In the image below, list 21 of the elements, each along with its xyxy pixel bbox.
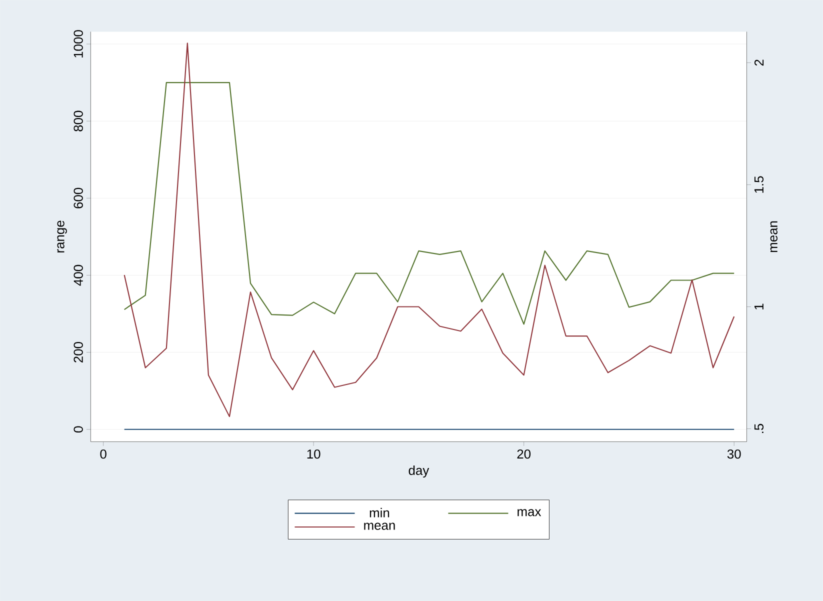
legend-label: min [370, 508, 390, 518]
x-tick-label: 30 [727, 449, 741, 459]
line-series [124, 42, 735, 418]
x-tick-label: 20 [517, 449, 531, 459]
y-tick-label: 400 [74, 264, 83, 286]
y-tick-label: 1000 [74, 30, 83, 58]
y2-tick-label: 2 [754, 60, 764, 66]
y2-tick-label: 1 [754, 304, 764, 310]
x-tick-label: 0 [100, 449, 106, 459]
legend-label: max [518, 509, 542, 516]
y2-tick-label: 1.5 [754, 176, 764, 193]
y-tick-label: 600 [74, 188, 83, 208]
y-tick-label: 0 [74, 426, 83, 432]
legend-label: mean [364, 522, 395, 530]
y-axis-title: range [57, 220, 67, 252]
x-axis-title: day [408, 465, 430, 478]
y-tick-label: 200 [74, 342, 83, 362]
x-tick-label: 10 [307, 449, 320, 459]
y2-axis-title: mean [770, 221, 778, 252]
y2-tick-label: .5 [754, 424, 764, 433]
y-tick-label: 800 [74, 110, 83, 132]
